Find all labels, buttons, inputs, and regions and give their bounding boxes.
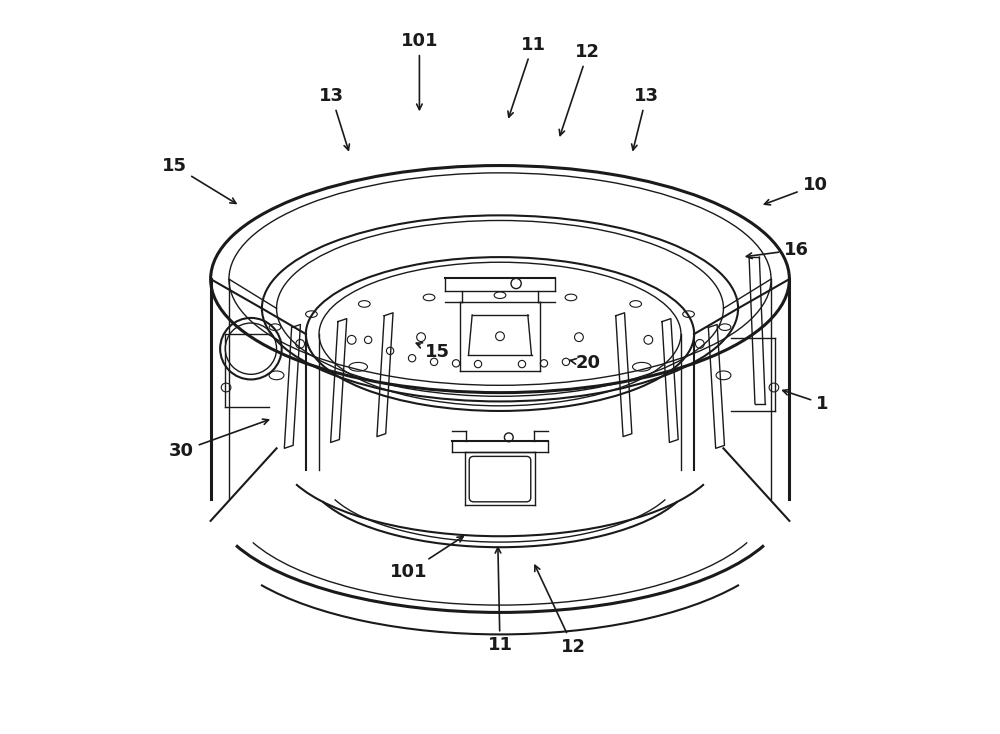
Text: 11: 11 — [508, 36, 545, 117]
Text: 1: 1 — [783, 390, 829, 413]
Text: 11: 11 — [488, 548, 512, 655]
Text: 12: 12 — [559, 43, 600, 136]
Text: 101: 101 — [401, 32, 438, 109]
Text: 20: 20 — [570, 355, 600, 372]
Text: 101: 101 — [390, 537, 463, 581]
Text: 16: 16 — [746, 241, 809, 259]
Text: 10: 10 — [764, 176, 828, 205]
Text: 15: 15 — [161, 156, 236, 203]
Text: 30: 30 — [169, 419, 269, 460]
Text: 15: 15 — [416, 343, 450, 361]
Text: 13: 13 — [319, 87, 349, 150]
Text: 13: 13 — [632, 87, 659, 150]
Text: 12: 12 — [535, 565, 586, 656]
